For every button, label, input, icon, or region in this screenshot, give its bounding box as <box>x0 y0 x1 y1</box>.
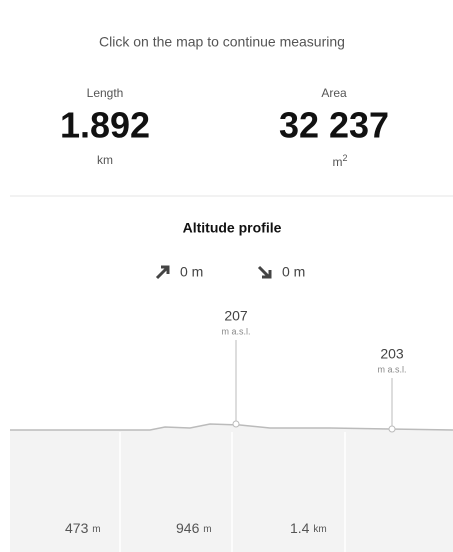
stat-label: Length <box>87 86 124 100</box>
marker-dot <box>232 420 240 428</box>
distance-unit: m <box>92 524 100 535</box>
profile-line <box>10 423 453 431</box>
descent: 0 m <box>282 264 305 280</box>
hint: Click on the map to continue measuring <box>99 34 345 50</box>
descent-icon <box>257 265 272 279</box>
marker-value: 207 <box>224 308 248 324</box>
distance-unit: m <box>203 524 211 535</box>
marker-unit: m a.s.l. <box>221 326 250 336</box>
distance-label: 473 m <box>65 520 101 536</box>
stat-unit: m2 <box>332 153 347 169</box>
unit-sup: 2 <box>342 153 347 163</box>
distance-label: 1.4 km <box>290 520 327 536</box>
stat-value: 32 237 <box>279 105 389 146</box>
distance: 473 <box>65 520 89 536</box>
stat-unit: km <box>97 153 113 167</box>
distance-unit: km <box>313 524 326 535</box>
distance: 1.4 <box>290 520 310 536</box>
marker-unit: m a.s.l. <box>377 364 406 374</box>
marker-value: 203 <box>380 346 404 362</box>
stat-value: 1.892 <box>60 105 150 146</box>
marker-dot <box>388 425 396 433</box>
ascent-icon <box>155 265 170 280</box>
profile-title: Altitude profile <box>183 220 282 236</box>
unit: m <box>332 155 342 169</box>
ascent: 0 m <box>180 264 203 280</box>
distance-label: 946 m <box>176 520 212 536</box>
stat-label: Area <box>321 86 347 100</box>
distance: 946 <box>176 520 200 536</box>
